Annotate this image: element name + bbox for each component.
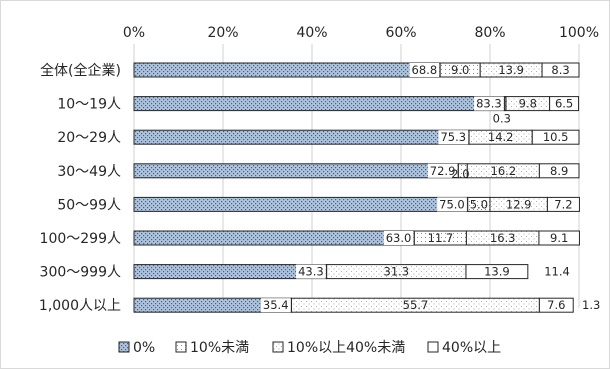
x-tick-label: 100% bbox=[559, 25, 599, 41]
data-label-bg bbox=[296, 264, 326, 279]
category-label: 300〜999人 bbox=[40, 265, 121, 281]
data-label: 11.4 bbox=[544, 265, 570, 279]
legend-swatch bbox=[272, 341, 284, 353]
x-tick-label: 80% bbox=[474, 25, 505, 41]
legend-label: 0% bbox=[133, 340, 155, 356]
bar-segment bbox=[546, 196, 580, 212]
data-label: 43.3 bbox=[298, 265, 324, 279]
data-label-bg bbox=[437, 197, 467, 212]
x-tick-label: 60% bbox=[385, 25, 416, 41]
data-label: 13.9 bbox=[498, 63, 524, 77]
x-tick-label: 0% bbox=[123, 25, 145, 41]
category-label: 20〜29人 bbox=[57, 130, 121, 146]
data-label: 9.1 bbox=[550, 231, 568, 245]
data-label: 7.6 bbox=[547, 298, 565, 312]
data-label: 2.0 bbox=[451, 167, 469, 181]
data-label: 13.9 bbox=[484, 265, 510, 279]
bar-segment bbox=[133, 129, 470, 145]
data-label: 8.9 bbox=[550, 164, 568, 178]
data-labels: 68.8 9.0 13.9 8.3 83.30.3 9.8 6.5 75.3 14.2 10.5 7… bbox=[260, 63, 600, 313]
data-label: 5.0 bbox=[470, 197, 488, 211]
data-label: 7.2 bbox=[554, 197, 572, 211]
bar-segment bbox=[549, 96, 580, 112]
category-label: 50〜99人 bbox=[57, 197, 121, 213]
legend-label: 40%以上 bbox=[442, 340, 501, 356]
data-label-bg bbox=[409, 63, 440, 77]
data-label: 1.3 bbox=[582, 298, 600, 312]
x-tick-label: 40% bbox=[296, 25, 327, 41]
data-label: 10.5 bbox=[543, 130, 569, 144]
data-label-bg bbox=[427, 163, 458, 178]
legend-label: 10%未満 bbox=[190, 340, 249, 356]
data-label: 68.8 bbox=[412, 63, 438, 77]
data-label-bg bbox=[260, 298, 291, 313]
data-label: 75.3 bbox=[440, 130, 466, 144]
x-tick-label: 20% bbox=[207, 25, 238, 41]
category-label: 100〜299人 bbox=[40, 231, 121, 247]
category-label: 全体(全企業) bbox=[40, 62, 121, 79]
legend-swatch bbox=[118, 341, 130, 353]
bar-segment bbox=[538, 297, 574, 313]
data-label: 72.9 bbox=[430, 164, 456, 178]
category-labels: 全体(全企業) 10〜19人 20〜29人 30〜49人 50〜99人 100〜299人 3… bbox=[39, 62, 121, 314]
data-label-bg bbox=[383, 231, 414, 245]
category-label: 10〜19人 bbox=[57, 97, 121, 113]
data-label: 75.0 bbox=[439, 197, 465, 211]
data-label: 16.2 bbox=[491, 164, 517, 178]
data-label-bg bbox=[474, 96, 504, 111]
bar-segment bbox=[133, 230, 415, 246]
category-label: 30〜49人 bbox=[57, 164, 121, 180]
data-label: 63.0 bbox=[386, 231, 412, 245]
bar-segment bbox=[465, 264, 529, 280]
bar-segment bbox=[541, 62, 580, 78]
data-label-bg bbox=[438, 130, 469, 145]
bar-segment bbox=[133, 196, 469, 212]
data-label: 11.7 bbox=[428, 231, 454, 245]
data-label: 14.2 bbox=[488, 130, 514, 144]
data-label: 9.0 bbox=[451, 63, 469, 77]
data-label: 31.3 bbox=[384, 265, 410, 279]
data-label: 0.3 bbox=[493, 112, 511, 126]
category-label: 1,000人以上 bbox=[39, 298, 121, 314]
legend-swatch bbox=[175, 341, 187, 353]
legend-swatch bbox=[427, 341, 439, 353]
bar-segment bbox=[133, 163, 459, 179]
data-label: 16.3 bbox=[490, 231, 516, 245]
bar-segment bbox=[133, 96, 506, 112]
x-axis-ticks: 0% 20% 40% 60% 80% 100% bbox=[123, 25, 599, 41]
data-label: 9.8 bbox=[519, 97, 537, 111]
data-label: 83.3 bbox=[476, 97, 502, 111]
data-label: 6.5 bbox=[555, 97, 573, 111]
bar-segment bbox=[538, 163, 580, 179]
data-label: 12.9 bbox=[506, 197, 532, 211]
bar-segment bbox=[538, 230, 580, 246]
legend: 0% 10%未満 10%以上40%未満 40%以上 bbox=[118, 340, 501, 356]
data-label: 55.7 bbox=[403, 298, 429, 312]
data-label: 8.3 bbox=[551, 63, 569, 77]
bar-segment bbox=[133, 62, 441, 78]
legend-label: 10%以上40%未満 bbox=[287, 340, 405, 356]
bars bbox=[133, 62, 580, 313]
data-label: 35.4 bbox=[263, 298, 289, 312]
bar-segment bbox=[531, 129, 580, 145]
